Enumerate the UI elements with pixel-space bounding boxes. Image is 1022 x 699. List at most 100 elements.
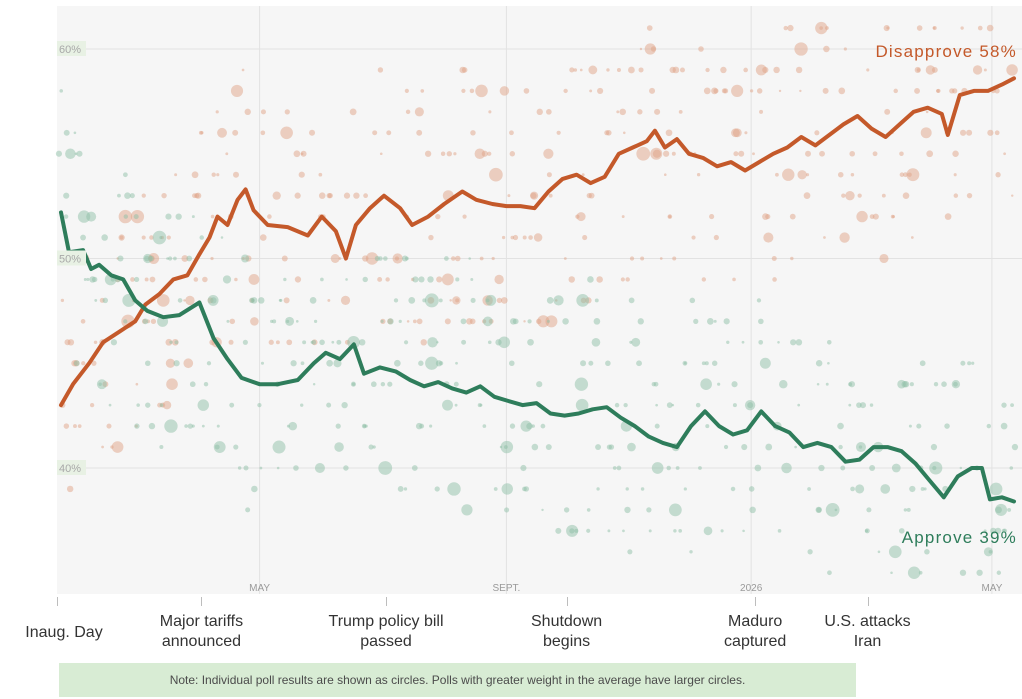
poll-dot — [468, 257, 471, 260]
poll-dot — [1011, 194, 1014, 197]
poll-dot — [444, 256, 449, 261]
poll-dot — [717, 382, 721, 386]
poll-dot — [455, 298, 460, 303]
poll-dot — [966, 129, 973, 136]
poll-dot — [795, 339, 803, 346]
poll-dot — [898, 528, 905, 534]
poll-dot — [411, 465, 418, 471]
poll-dot — [370, 381, 377, 388]
poll-dot — [191, 171, 199, 179]
poll-dot — [479, 256, 484, 261]
poll-dot — [713, 319, 717, 323]
poll-dot — [312, 382, 316, 386]
poll-dot — [606, 68, 610, 72]
poll-dot — [272, 191, 281, 200]
poll-dot — [436, 276, 443, 283]
poll-dot — [931, 67, 938, 73]
poll-dot — [671, 151, 676, 156]
poll-dot — [576, 212, 586, 222]
poll-dot — [451, 256, 456, 261]
poll-dot — [63, 192, 70, 199]
poll-dot — [482, 316, 493, 327]
poll-dot — [124, 192, 131, 199]
poll-dot — [971, 361, 975, 365]
poll-dot — [562, 318, 569, 325]
poll-dot — [102, 297, 109, 304]
poll-dot — [387, 318, 394, 325]
poll-dot — [777, 529, 782, 533]
y-tick-box — [57, 41, 86, 56]
poll-dot — [386, 130, 392, 136]
poll-dot — [403, 340, 409, 345]
poll-dot — [987, 129, 994, 136]
poll-dot — [815, 21, 828, 35]
poll-dot — [453, 152, 457, 156]
poll-dot — [568, 276, 575, 283]
poll-dot — [174, 173, 178, 177]
poll-dot — [134, 423, 140, 429]
poll-dot — [593, 318, 601, 325]
poll-dot — [926, 47, 930, 51]
poll-dot — [55, 150, 63, 157]
poll-dot — [404, 256, 409, 261]
poll-dot — [910, 236, 914, 239]
poll-dot — [435, 213, 441, 220]
event-tick — [867, 597, 869, 606]
poll-dot — [320, 277, 324, 282]
poll-dot — [815, 506, 822, 514]
poll-dot — [259, 466, 263, 470]
poll-dot — [300, 361, 305, 366]
poll-dot — [93, 340, 98, 345]
poll-dot — [290, 360, 297, 367]
poll-dot — [65, 148, 76, 159]
poll-dot — [627, 442, 636, 452]
poll-dot — [488, 110, 492, 114]
poll-dot — [326, 359, 333, 367]
poll-dot — [201, 424, 205, 428]
poll-dot — [470, 297, 476, 303]
poll-dot — [902, 381, 910, 388]
poll-dot — [168, 256, 173, 261]
poll-dot — [638, 67, 644, 73]
poll-dot — [794, 445, 797, 449]
poll-dot — [814, 130, 820, 136]
poll-dot — [689, 297, 696, 304]
poll-dot — [441, 273, 454, 286]
poll-dot — [841, 193, 846, 198]
x-tick-label: SEPT. — [493, 583, 521, 594]
poll-dot — [512, 318, 519, 325]
poll-dot — [225, 152, 229, 156]
y-tick-label: 60% — [59, 44, 81, 56]
poll-dot — [756, 298, 762, 303]
poll-dot — [623, 403, 628, 408]
poll-dot — [288, 421, 298, 431]
poll-dot — [816, 382, 820, 386]
poll-dot — [338, 257, 342, 260]
poll-dot — [589, 89, 593, 93]
poll-dot — [995, 503, 1008, 516]
poll-dot — [953, 173, 957, 177]
poll-dot — [646, 25, 653, 31]
poll-dot — [442, 399, 453, 411]
poll-dot — [586, 193, 592, 199]
poll-dot — [531, 424, 535, 428]
poll-dot — [200, 131, 204, 135]
poll-dot — [89, 276, 96, 283]
poll-dot — [108, 403, 112, 407]
poll-dot — [326, 402, 332, 408]
poll-dot — [741, 340, 745, 344]
poll-dot — [66, 485, 74, 493]
poll-dot — [220, 236, 224, 239]
poll-dot — [185, 295, 195, 306]
event-tick — [566, 597, 568, 606]
poll-dot — [850, 486, 855, 492]
poll-dot — [174, 340, 179, 345]
poll-dot — [880, 484, 891, 494]
poll-dot — [76, 150, 83, 157]
poll-dot — [936, 88, 941, 93]
poll-dot — [604, 130, 610, 136]
poll-dot — [509, 360, 515, 367]
poll-dot — [859, 402, 867, 409]
poll-dot — [864, 529, 869, 533]
poll-dot — [919, 360, 926, 367]
